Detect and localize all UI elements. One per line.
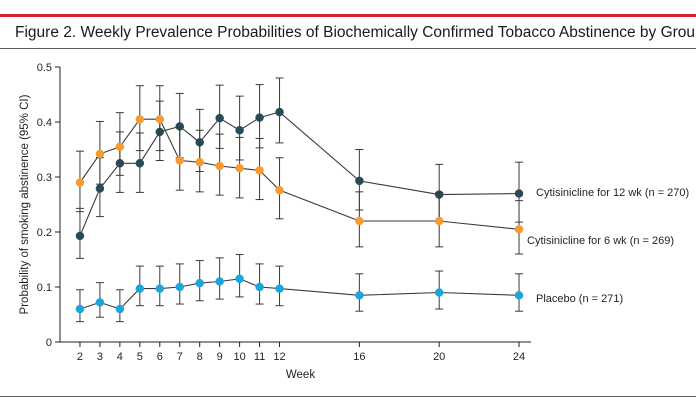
data-point [355,291,364,300]
data-point [255,166,264,175]
data-point [195,157,204,167]
x-tick-label: 20 [433,351,445,363]
data-point [95,298,105,307]
data-point [175,156,184,165]
chart-axes [59,67,531,343]
series-label-cytisinicline-for-12-wk-n-270: Cytisinicline for 12 wk (n = 270) [536,187,689,199]
y-tick-label: 0.3 [37,172,52,184]
data-point [275,185,284,195]
data-point [514,189,524,198]
x-tick-label: 2 [77,351,83,363]
series-line [79,111,520,237]
series-cytisinicline-for-12-wk-n-270 [75,77,524,259]
x-tick-label: 11 [254,351,265,363]
data-point [275,107,284,117]
x-tick-label: 4 [117,351,123,363]
y-tick-label: 0.1 [37,282,52,294]
x-tick-label: 24 [513,351,525,363]
y-tick-label: 0.4 [37,117,52,129]
series-cytisinicline-for-6-wk-n-269 [75,85,524,255]
x-tick-label: 7 [177,351,183,363]
x-axis-title: Week [286,369,315,381]
data-point [155,284,165,293]
series-placebo-n-271 [75,254,524,323]
data-point [115,304,125,314]
data-point [115,142,125,151]
y-tick-label: 0 [46,337,52,349]
series-label-placebo-n-271: Placebo (n = 271) [536,293,623,305]
data-point [135,159,145,168]
x-tick-label: 10 [233,351,245,363]
data-point [355,216,364,226]
x-tick-label: 16 [353,351,365,363]
data-point [514,291,524,300]
data-point [75,304,85,314]
data-point [235,163,244,173]
data-point [195,278,204,288]
bottom-rule [0,396,696,397]
top-accent-rule [0,14,696,17]
x-tick-label: 6 [157,351,163,363]
data-point [434,216,444,226]
data-point [75,178,85,187]
data-point [175,282,184,292]
x-tick-label: 9 [217,351,223,363]
data-point [235,126,244,135]
figure-title: Figure 2. Weekly Prevalence Probabilitie… [15,24,696,41]
series-line [79,278,520,310]
data-point [215,277,224,286]
data-point [135,284,145,293]
data-point [95,184,105,193]
data-point [255,282,264,292]
series-label-cytisinicline-for-6-wk-n-269: Cytisinicline for 6 wk (n = 269) [527,235,674,247]
data-point [235,274,244,283]
title-divider [0,48,696,49]
y-tick-label: 0.2 [37,227,52,239]
data-point [255,113,264,122]
data-point [514,225,524,234]
data-point [215,113,224,123]
data-point [135,115,145,124]
axis-ticks: 0 0.1 0.2 0.3 0.4 0.5 2 3 4 5 6 7 8 9 10 11 12 16 20 24 [37,62,525,363]
data-point [215,161,224,171]
x-tick-label: 5 [137,351,143,363]
y-axis-title: Probability of smoking abstinence (95% C… [19,94,31,314]
x-tick-label: 8 [197,351,203,363]
data-point [155,115,165,124]
series-line [79,118,520,230]
data-point [95,149,105,159]
data-point [355,176,364,186]
series-labels: Cytisinicline for 12 wk (n = 270) Cytisin… [527,187,689,305]
data-point [75,231,85,241]
x-tick-label: 12 [273,351,285,363]
data-point [275,284,284,293]
data-point [434,288,444,297]
x-tick-label: 3 [97,351,103,363]
series-layer [75,77,524,323]
y-tick-label: 0.5 [37,62,52,74]
